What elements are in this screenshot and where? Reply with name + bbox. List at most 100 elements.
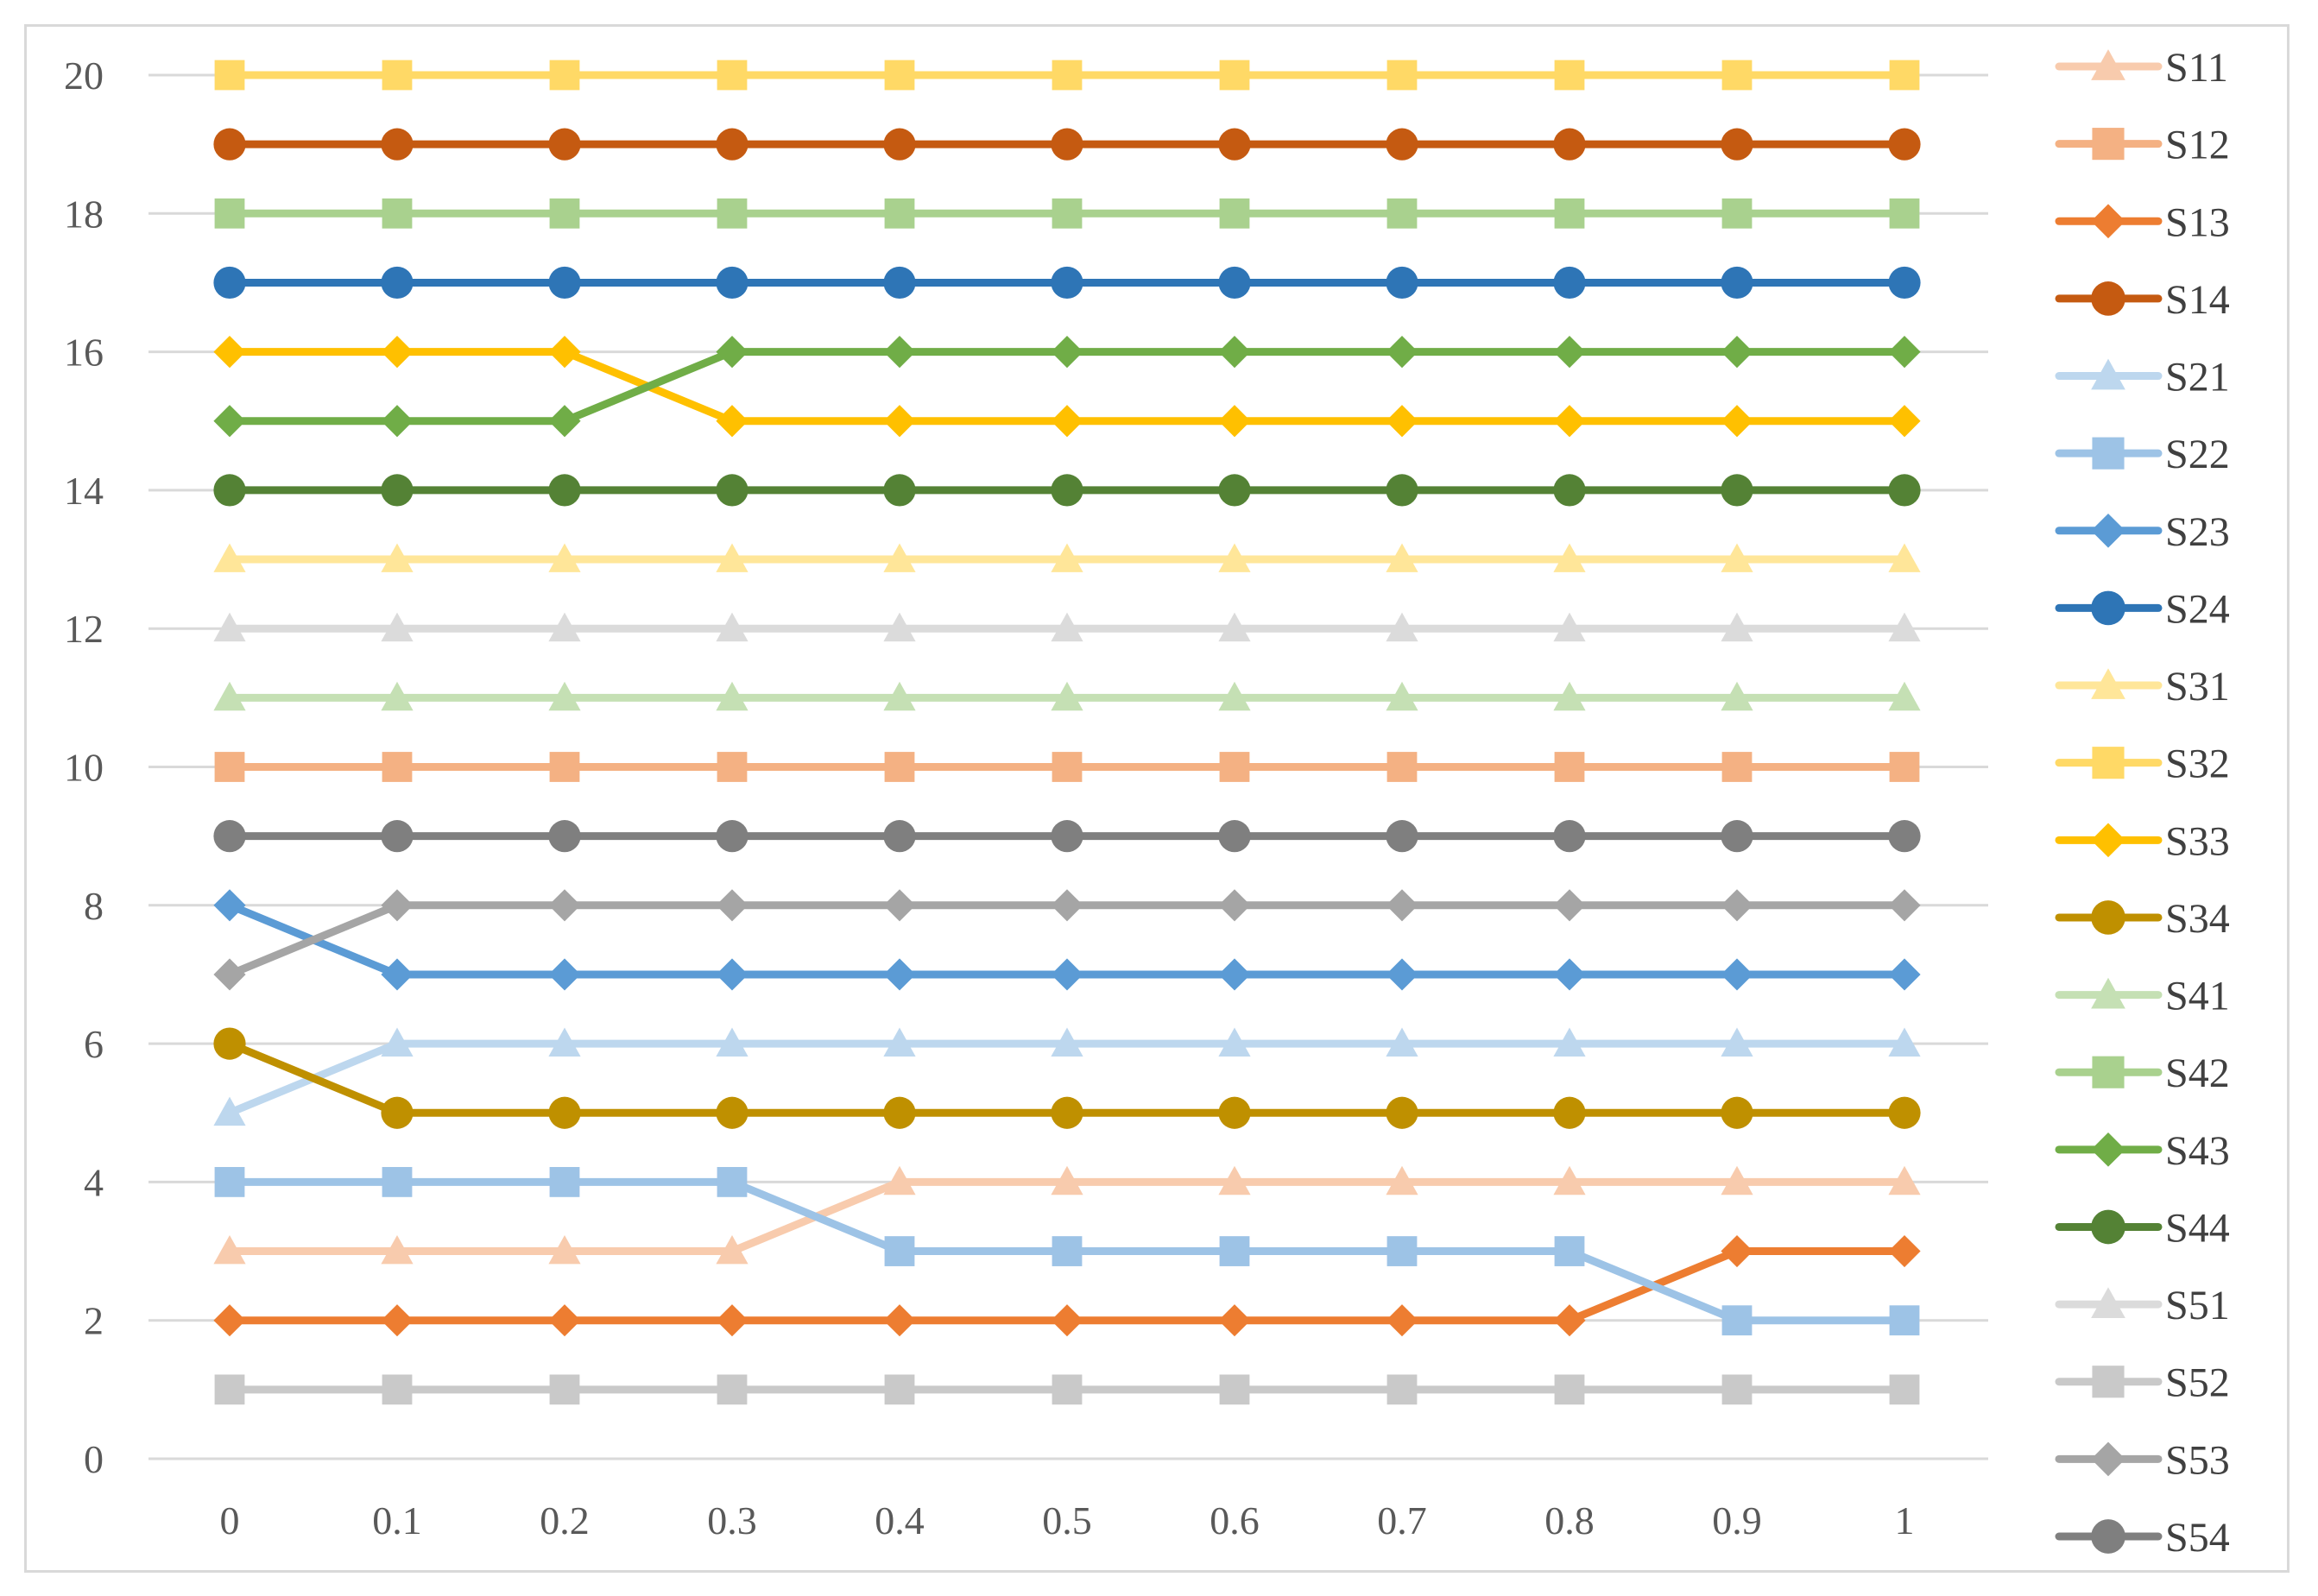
data-point [213, 889, 246, 922]
data-point [381, 543, 414, 572]
data-point [1721, 681, 1753, 711]
legend-marker [2091, 204, 2125, 239]
data-point [1553, 681, 1586, 711]
data-point [716, 1027, 748, 1057]
legend-label: S22 [2165, 432, 2230, 477]
data-point [382, 752, 413, 782]
y-tick-label: 16 [64, 331, 104, 375]
data-point [1386, 543, 1418, 572]
data-point [1051, 128, 1083, 161]
legend: S11 S12 S13 S14 S21 S22 S23 S24 S31 S32 S33 S34 S41 S… [2055, 45, 2230, 1561]
data-point [1721, 336, 1753, 369]
data-point [716, 1096, 748, 1129]
legend-label: S41 [2165, 974, 2230, 1019]
data-point [548, 681, 581, 711]
data-point [382, 198, 413, 229]
data-point [1721, 543, 1753, 572]
data-point [549, 60, 580, 91]
x-tick-label: 0.8 [1544, 1498, 1595, 1542]
legend-item-s12: S12 [2055, 123, 2230, 168]
legend-item-s42: S42 [2055, 1050, 2230, 1096]
legend-item-s34: S34 [2055, 896, 2230, 942]
data-point [716, 266, 748, 300]
data-point [1386, 266, 1418, 300]
data-point [1553, 1304, 1586, 1337]
data-point [1888, 820, 1921, 853]
legend-label: S54 [2165, 1515, 2230, 1561]
data-point [1386, 612, 1418, 642]
data-point [884, 752, 915, 782]
data-point [548, 543, 581, 572]
legend-label: S44 [2165, 1205, 2230, 1251]
data-point [1219, 752, 1250, 782]
legend-item-s21: S21 [2055, 355, 2230, 401]
data-point [883, 266, 916, 300]
series-lines [213, 60, 1921, 1405]
data-point [1386, 60, 1418, 91]
data-point [716, 405, 748, 438]
data-point [1888, 543, 1921, 572]
x-axis-ticks: 0 0.1 0.2 0.3 0.4 0.5 0.6 0.7 0.8 0.9 1 [220, 1498, 1915, 1542]
legend-marker [2091, 281, 2125, 316]
y-tick-label: 6 [84, 1022, 104, 1066]
legend-marker [2091, 513, 2125, 548]
x-tick-label: 0.2 [540, 1498, 590, 1542]
data-point [717, 1167, 748, 1197]
series-s13 [213, 1234, 1921, 1337]
data-point [381, 889, 414, 922]
data-point [883, 612, 916, 642]
legend-item-s32: S32 [2055, 741, 2230, 787]
legend-marker [2091, 900, 2125, 935]
data-point [1218, 543, 1251, 572]
data-point [717, 198, 748, 229]
legend-marker [2092, 1056, 2125, 1088]
data-point [1888, 958, 1921, 991]
legend-item-s33: S33 [2055, 818, 2230, 864]
legend-marker [2091, 1287, 2125, 1318]
series-s14 [213, 128, 1921, 161]
series-s41 [213, 681, 1921, 711]
data-point [1888, 336, 1921, 369]
legend-marker [2091, 1209, 2125, 1245]
data-point [213, 336, 246, 369]
data-point [1051, 889, 1083, 922]
data-point [548, 405, 581, 438]
data-point [1721, 266, 1753, 300]
data-point [716, 336, 748, 369]
legend-marker [2092, 128, 2125, 161]
data-point [1386, 820, 1418, 853]
y-tick-label: 2 [84, 1299, 104, 1343]
data-point [1888, 889, 1921, 922]
data-point [1888, 266, 1921, 300]
x-tick-label: 0.9 [1712, 1498, 1762, 1542]
data-point [548, 958, 581, 991]
data-point [1553, 336, 1586, 369]
legend-label: S12 [2165, 123, 2230, 168]
y-tick-label: 0 [84, 1437, 104, 1481]
data-point [214, 1374, 245, 1405]
legend-label: S42 [2165, 1050, 2230, 1096]
data-point [1218, 820, 1251, 853]
data-point [381, 128, 414, 161]
data-point [1553, 543, 1586, 572]
data-point [716, 681, 748, 711]
data-point [381, 1304, 414, 1337]
legend-marker [2092, 747, 2125, 779]
legend-label: S14 [2165, 277, 2230, 323]
data-point [1721, 1374, 1753, 1405]
data-point [1553, 612, 1586, 642]
data-point [1386, 1165, 1418, 1195]
legend-marker [2091, 1519, 2125, 1554]
data-point [214, 752, 245, 782]
legend-label: S21 [2165, 355, 2230, 401]
data-point [548, 1027, 581, 1057]
data-point [717, 752, 748, 782]
data-point [1052, 752, 1083, 782]
series-s51 [213, 612, 1921, 642]
data-point [1553, 128, 1586, 161]
x-tick-label: 0.5 [1042, 1498, 1092, 1542]
data-point [1218, 889, 1251, 922]
data-point [1721, 958, 1753, 991]
data-point [883, 405, 916, 438]
data-point [883, 889, 916, 922]
